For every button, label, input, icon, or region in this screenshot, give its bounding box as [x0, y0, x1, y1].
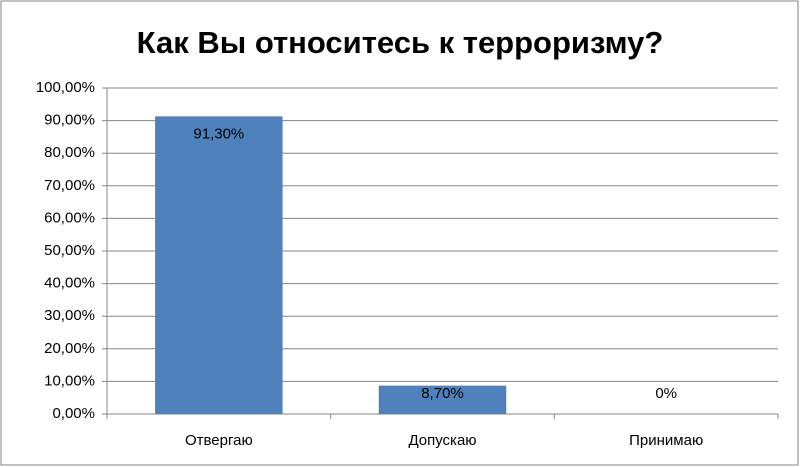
- bar: [155, 116, 283, 414]
- value-label: 91,30%: [193, 125, 244, 142]
- y-tick-label: 30,00%: [44, 307, 95, 324]
- bar: [378, 385, 507, 414]
- value-label: 0%: [655, 385, 677, 402]
- x-tick-label: Допускаю: [408, 432, 476, 449]
- x-tick-label: Отвергаю: [185, 432, 253, 449]
- x-tick-label: Принимаю: [629, 432, 703, 449]
- y-tick-label: 20,00%: [44, 340, 95, 357]
- y-tick-label: 40,00%: [44, 275, 95, 292]
- y-tick-label: 60,00%: [44, 209, 95, 226]
- y-tick-label: 10,00%: [44, 372, 95, 389]
- y-tick-label: 70,00%: [44, 177, 95, 194]
- y-tick-label: 90,00%: [44, 112, 95, 129]
- y-tick-label: 100,00%: [36, 79, 95, 96]
- chart-title: Как Вы относитесь к терроризму?: [137, 25, 664, 60]
- y-tick-label: 50,00%: [44, 242, 95, 259]
- value-label: 8,70%: [421, 385, 464, 402]
- y-tick-label: 0,00%: [52, 405, 95, 422]
- y-tick-label: 80,00%: [44, 144, 95, 161]
